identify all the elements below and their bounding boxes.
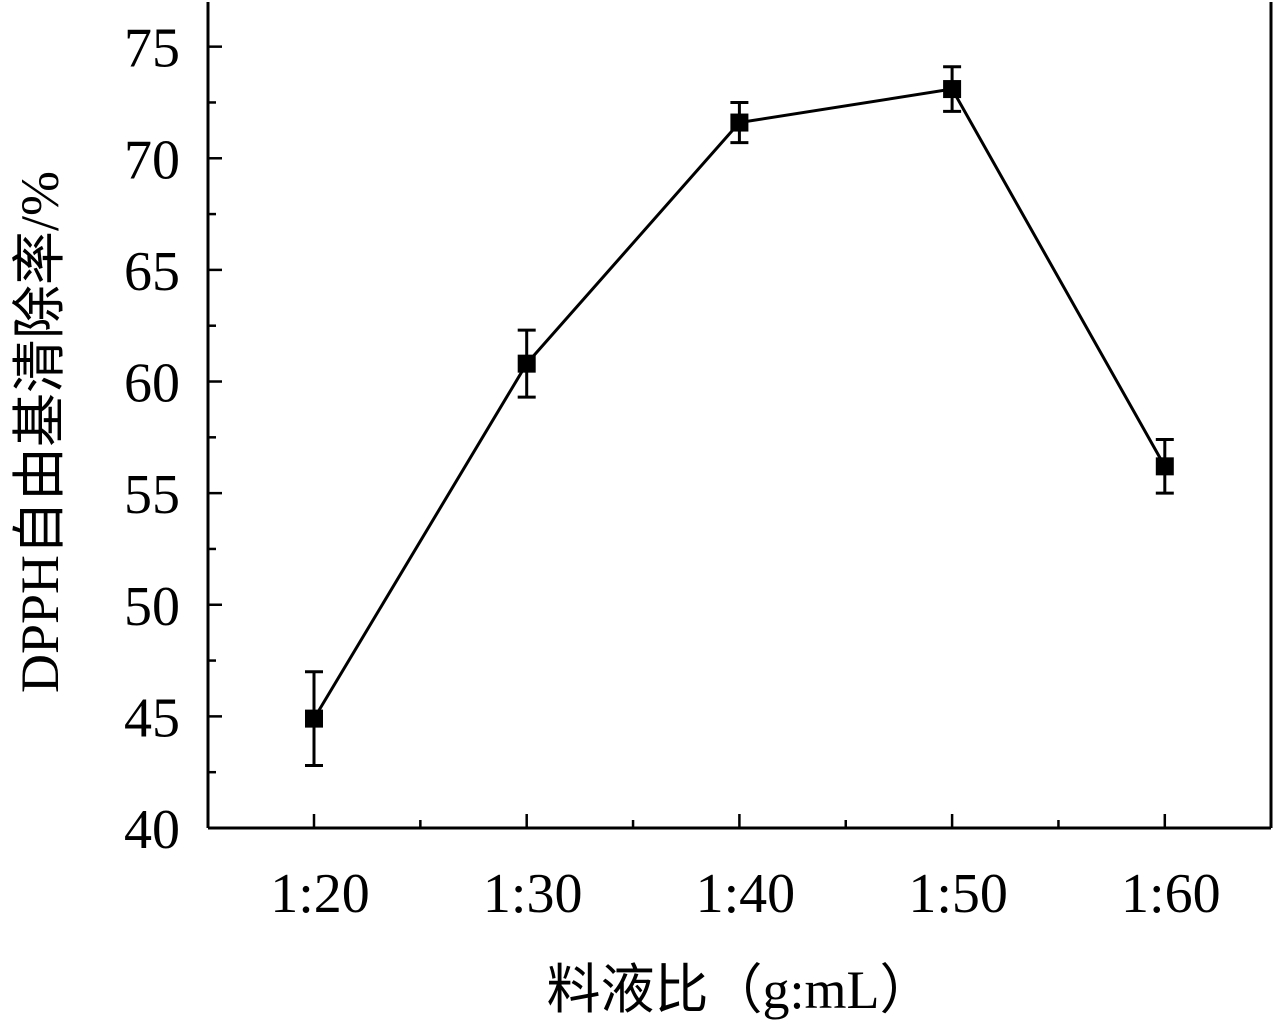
y-tick-label: 65 [124,241,180,303]
series-line [312,87,1167,720]
data-point [305,709,323,728]
x-tick-label: 1:60 [1121,863,1221,925]
data-point [1155,457,1174,476]
y-axis-label: DPPH自由基清除率/% [10,171,70,693]
data-markers [305,80,1174,728]
ticks: 40 45 50 55 60 65 70 75 1:20 1:30 1:40 1:50 1:60 [124,18,1221,925]
data-point [943,80,962,99]
y-tick-label: 40 [124,799,180,861]
y-tick-label: 45 [124,687,180,749]
y-tick-label: 75 [124,18,180,80]
y-tick-label: 60 [124,353,180,415]
y-tick-label: 50 [124,576,180,638]
x-tick-label: 1:50 [908,863,1008,925]
y-tick-label: 70 [124,129,180,191]
x-axis-label: 料液比（g:mL） [547,960,934,1020]
series-polyline [312,87,1167,720]
x-tick-label: 1:20 [270,863,370,925]
data-point [517,354,536,373]
data-point [730,113,749,132]
error-bars [305,65,1174,767]
x-tick-label: 1:40 [696,863,796,925]
x-tick-label: 1:30 [483,863,583,925]
y-tick-label: 55 [124,464,180,526]
